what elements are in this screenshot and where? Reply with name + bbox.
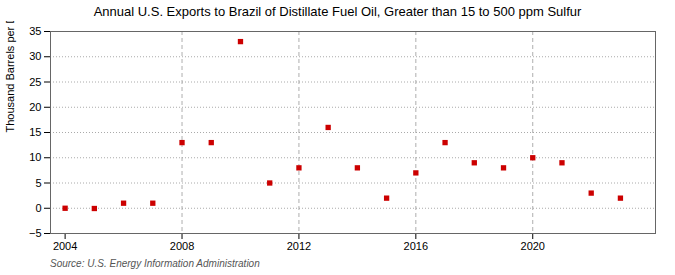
svg-text:2012: 2012 [287, 240, 311, 252]
svg-text:2020: 2020 [521, 240, 545, 252]
html-text:Source: U.S. Energy Informatio: Source: U.S. Energy Information Administ… [50, 258, 260, 269]
svg-text:2004: 2004 [53, 240, 77, 252]
svg-text:15: 15 [29, 126, 41, 138]
svg-text:30: 30 [29, 50, 41, 62]
svg-text:25: 25 [29, 76, 41, 88]
svg-text:20: 20 [29, 101, 41, 113]
svg-text:10: 10 [29, 151, 41, 163]
svg-text:2008: 2008 [170, 240, 194, 252]
svg-text:2016: 2016 [404, 240, 428, 252]
svg-text:−5: −5 [29, 227, 42, 239]
svg-text:5: 5 [35, 177, 41, 189]
svg-text:Thousand Barrels per Day: Thousand Barrels per Day [4, 21, 16, 133]
svg-text:0: 0 [35, 202, 41, 214]
html-text:Annual U.S. Exports to Brazil: Annual U.S. Exports to Brazil of Distill… [93, 4, 582, 19]
svg-text:35: 35 [29, 25, 41, 37]
